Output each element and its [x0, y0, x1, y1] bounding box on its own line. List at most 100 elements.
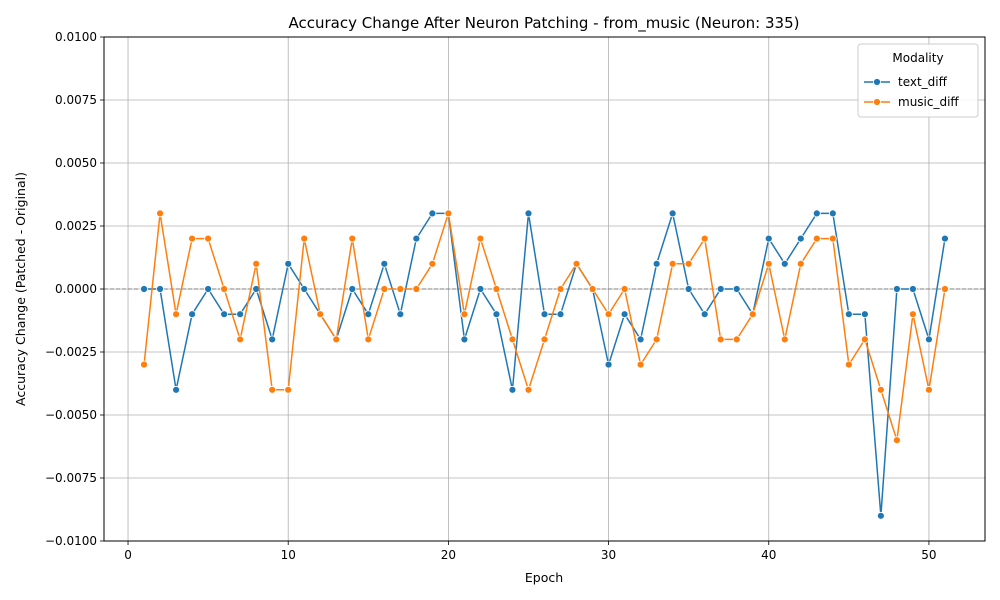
data-point-music_diff: [412, 285, 421, 293]
data-point-text_diff: [284, 259, 293, 268]
data-point-music_diff: [172, 310, 180, 319]
data-point-music_diff: [893, 436, 901, 445]
legend-box: [857, 43, 979, 118]
data-point-music_diff: [284, 385, 293, 394]
data-point-music_diff: [348, 234, 357, 243]
data-point-music_diff: [364, 335, 373, 344]
data-point-music_diff: [636, 360, 645, 369]
data-point-text_diff: [668, 209, 677, 218]
data-point-music_diff: [925, 385, 933, 394]
data-point-music_diff: [204, 234, 213, 243]
data-point-music_diff: [684, 259, 693, 268]
data-point-music_diff: [652, 335, 661, 344]
chart-title: Accuracy Change After Neuron Patching - …: [289, 14, 800, 33]
data-point-text_diff: [684, 285, 693, 293]
data-point-text_diff: [604, 360, 613, 369]
data-point-music_diff: [732, 335, 741, 344]
data-point-text_diff: [492, 310, 501, 319]
data-point-music_diff: [620, 285, 629, 293]
data-point-music_diff: [764, 259, 773, 268]
data-point-music_diff: [876, 385, 885, 394]
x-tick-label: 0: [124, 548, 132, 562]
data-point-music_diff: [396, 285, 405, 293]
data-point-text_diff: [540, 310, 549, 319]
data-point-text_diff: [925, 335, 933, 344]
data-point-music_diff: [828, 234, 837, 243]
data-point-music_diff: [941, 285, 949, 293]
data-point-text_diff: [380, 259, 389, 268]
data-point-text_diff: [652, 259, 661, 268]
data-point-text_diff: [764, 234, 773, 243]
data-point-text_diff: [188, 310, 197, 319]
series-layer: [140, 209, 949, 520]
data-point-music_diff: [268, 385, 277, 394]
data-point-text_diff: [893, 285, 901, 293]
data-point-music_diff: [476, 234, 485, 243]
y-tick-label: 0.0075: [55, 93, 97, 107]
data-point-text_diff: [876, 511, 885, 520]
data-point-music_diff: [428, 259, 437, 268]
x-tick-label: 50: [921, 548, 936, 562]
data-point-music_diff: [716, 335, 725, 344]
data-point-text_diff: [828, 209, 837, 218]
data-point-music_diff: [812, 234, 821, 243]
data-point-text_diff: [172, 385, 180, 394]
legend-title: Modality: [892, 51, 943, 65]
data-point-music_diff: [508, 335, 517, 344]
data-point-music_diff: [748, 310, 757, 319]
data-point-text_diff: [156, 285, 164, 293]
data-point-music_diff: [300, 234, 309, 243]
x-tick-label: 30: [601, 548, 616, 562]
data-point-music_diff: [444, 209, 453, 218]
data-point-music_diff: [780, 335, 789, 344]
data-point-text_diff: [860, 310, 869, 319]
data-point-text_diff: [909, 285, 917, 293]
data-point-music_diff: [460, 310, 469, 319]
x-tick-label: 40: [761, 548, 776, 562]
data-point-text_diff: [636, 335, 645, 344]
data-point-music_diff: [588, 285, 597, 293]
data-point-text_diff: [844, 310, 853, 319]
y-tick-label: 0.0000: [55, 282, 97, 296]
data-point-text_diff: [716, 285, 725, 293]
data-point-text_diff: [524, 209, 533, 218]
data-point-music_diff: [909, 310, 917, 319]
x-tick-label: 10: [281, 548, 296, 562]
x-axis-label: Epoch: [525, 570, 563, 585]
data-point-music_diff: [860, 335, 869, 344]
data-point-text_diff: [796, 234, 805, 243]
data-point-music_diff: [252, 259, 261, 268]
data-point-text_diff: [428, 209, 437, 218]
data-point-text_diff: [236, 310, 245, 319]
data-point-music_diff: [844, 360, 853, 369]
data-point-text_diff: [412, 234, 421, 243]
data-point-music_diff: [236, 335, 245, 344]
data-point-text_diff: [396, 310, 405, 319]
data-point-text_diff: [348, 285, 357, 293]
data-point-music_diff: [492, 285, 501, 293]
data-point-text_diff: [700, 310, 709, 319]
x-tick-label: 20: [441, 548, 456, 562]
data-point-text_diff: [268, 335, 277, 344]
data-point-text_diff: [220, 310, 229, 319]
legend-label-music_diff: music_diff: [898, 95, 959, 109]
data-point-text_diff: [812, 209, 821, 218]
legend-marker-music_diff: [873, 98, 881, 106]
data-point-text_diff: [556, 310, 565, 319]
y-tick-label: −0.0050: [45, 408, 97, 422]
y-tick-label: 0.0025: [55, 219, 97, 233]
y-tick-label: −0.0075: [45, 471, 97, 485]
data-point-text_diff: [620, 310, 629, 319]
data-point-text_diff: [460, 335, 469, 344]
data-point-music_diff: [188, 234, 197, 243]
y-axis: −0.0100 −0.0075 −0.0050 −0.0025 0.0000 0.0025…: [45, 30, 104, 548]
data-point-music_diff: [540, 335, 549, 344]
data-point-music_diff: [380, 285, 389, 293]
data-point-music_diff: [316, 310, 325, 319]
data-point-text_diff: [204, 285, 213, 293]
y-tick-label: −0.0025: [45, 345, 97, 359]
data-point-text_diff: [508, 385, 517, 394]
legend: Modality text_diff music_diff: [857, 43, 979, 118]
y-axis-label: Accuracy Change (Patched - Original): [13, 172, 28, 406]
